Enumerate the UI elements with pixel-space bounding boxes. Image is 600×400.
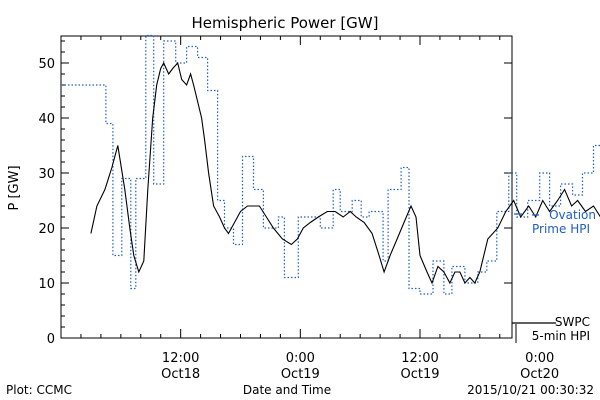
footer-plot-credit: Plot: CCMC: [6, 383, 72, 397]
x-tick-time-label: 0:00: [286, 351, 315, 366]
y-tick-label: 50: [38, 57, 55, 72]
ovation-prime-hpi-series: [61, 34, 600, 295]
legend-swpc-label-line1: SWPC: [555, 315, 590, 329]
legend-swpc-label-line2: 5-min HPI: [532, 329, 590, 343]
y-axis: 0 10 20 30 40 50: [38, 40, 512, 347]
y-tick-label: 20: [38, 222, 55, 237]
x-axis: 12:00Oct180:00Oct1912:00Oct190:00Oct2012…: [60, 36, 559, 382]
y-tick-label: 10: [38, 277, 55, 292]
swpc-5min-hpi-series: [90, 61, 600, 285]
legend: Ovation Prime HPI SWPC 5-min HPI: [512, 208, 596, 343]
x-tick-date-label: Oct18: [161, 367, 200, 382]
footer-timestamp: 2015/10/21 00:30:32: [467, 383, 594, 397]
x-tick-date-label: Oct20: [520, 367, 559, 382]
x-tick-date-label: Oct19: [281, 367, 320, 382]
legend-ovation-label-line1: Ovation: [549, 208, 596, 222]
x-axis-label: Date and Time: [243, 383, 331, 397]
chart-title: Hemispheric Power [GW]: [192, 14, 379, 32]
y-tick-label: 0: [47, 332, 55, 347]
x-tick-date-label: Oct19: [400, 367, 439, 382]
y-tick-label: 30: [38, 167, 55, 182]
legend-ovation-label-line2: Prime HPI: [532, 222, 590, 236]
y-tick-label: 40: [38, 112, 55, 127]
y-axis-label: P [GW]: [7, 165, 22, 210]
x-tick-time-label: 12:00: [162, 351, 199, 366]
x-tick-time-label: 12:00: [401, 351, 438, 366]
plot-frame: [60, 35, 513, 339]
x-tick-time-label: 0:00: [525, 351, 554, 366]
